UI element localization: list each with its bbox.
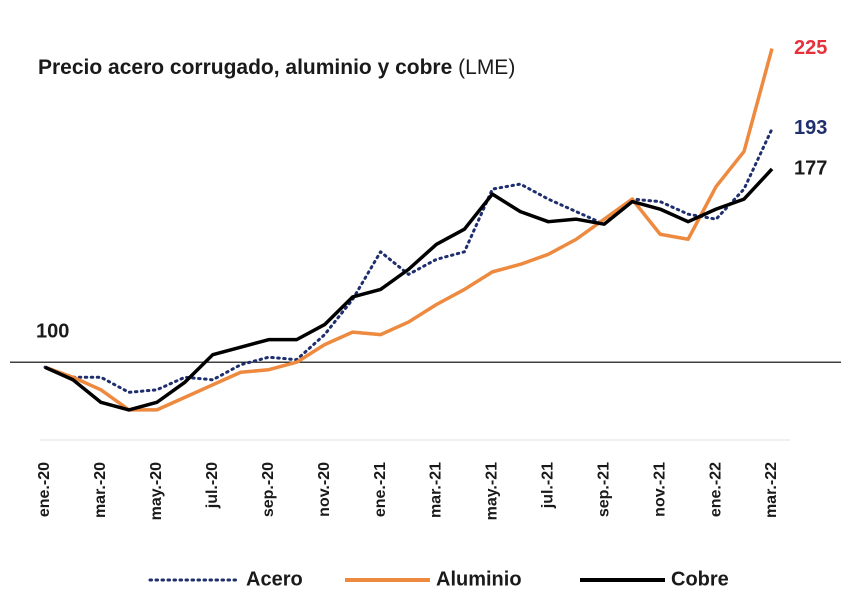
legend-label: Acero — [246, 568, 303, 590]
x-tick-label: may.-21 — [484, 462, 501, 521]
x-tick-label: may.-20 — [148, 462, 165, 521]
legend-label: Aluminio — [436, 568, 522, 590]
chart-title: Precio acero corrugado, aluminio y cobre… — [38, 56, 515, 79]
series-line — [44, 167, 774, 412]
x-tick-label: nov.-20 — [316, 462, 333, 517]
x-tick-label: mar.-22 — [763, 462, 780, 518]
x-tick-label: ene.-22 — [707, 462, 724, 517]
x-tick-label: mar.-20 — [92, 462, 109, 518]
title: Precio acero corrugado, aluminio y cobre — [38, 56, 452, 79]
end-label: 193 — [794, 117, 827, 139]
legend-label: Cobre — [671, 568, 729, 590]
x-tick-label: jul.-20 — [204, 462, 221, 509]
reference-label: 100 — [36, 320, 69, 342]
series-line — [43, 127, 774, 394]
x-tick-label: sep.-20 — [260, 462, 277, 517]
x-tick-label: mar.-21 — [428, 462, 445, 518]
subtitle: (LME) — [458, 56, 515, 79]
x-tick-label: ene.-21 — [372, 462, 389, 517]
x-tick-label: jul.-21 — [540, 462, 557, 509]
x-tick-label: ene.-20 — [36, 462, 53, 517]
end-label: 177 — [794, 157, 827, 179]
x-tick-label: sep.-21 — [595, 462, 612, 517]
series-line — [44, 48, 774, 412]
x-tick-label: nov.-21 — [651, 462, 668, 517]
end-label: 225 — [794, 37, 827, 59]
